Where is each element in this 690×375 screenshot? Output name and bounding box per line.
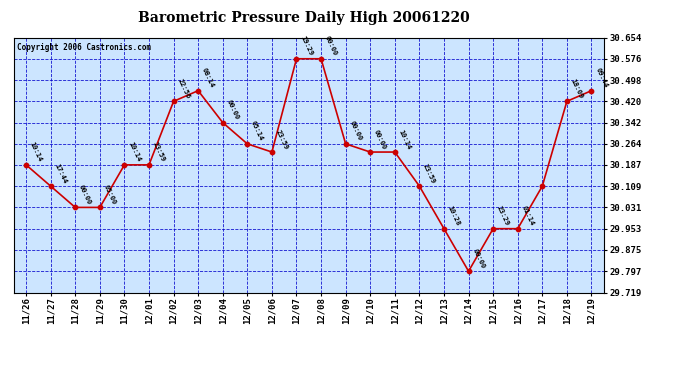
- Point: [70, 204, 81, 210]
- Text: 00:00: 00:00: [226, 99, 240, 121]
- Point: [266, 149, 277, 155]
- Text: 01:14: 01:14: [520, 205, 535, 227]
- Point: [45, 183, 56, 189]
- Point: [144, 162, 155, 168]
- Text: 18:09: 18:09: [570, 78, 584, 99]
- Point: [586, 88, 597, 94]
- Point: [438, 226, 449, 232]
- Text: 22:56: 22:56: [177, 78, 190, 99]
- Text: 23:59: 23:59: [152, 141, 166, 163]
- Text: Barometric Pressure Daily High 20061220: Barometric Pressure Daily High 20061220: [138, 11, 469, 25]
- Text: 05:00: 05:00: [103, 184, 117, 206]
- Point: [537, 183, 548, 189]
- Text: 23:29: 23:29: [496, 205, 511, 227]
- Text: 00:00: 00:00: [78, 184, 92, 206]
- Text: 00:00: 00:00: [324, 35, 338, 57]
- Text: 10:14: 10:14: [29, 141, 43, 163]
- Point: [21, 162, 32, 168]
- Point: [414, 183, 425, 189]
- Text: 23:59: 23:59: [422, 163, 437, 184]
- Text: 05:14: 05:14: [250, 120, 264, 142]
- Point: [488, 226, 499, 232]
- Text: 08:14: 08:14: [201, 67, 215, 89]
- Text: 10:28: 10:28: [446, 205, 461, 227]
- Point: [512, 226, 523, 232]
- Point: [217, 120, 228, 126]
- Text: 19:29: 19:29: [299, 35, 314, 57]
- Point: [168, 98, 179, 104]
- Text: 00:00: 00:00: [348, 120, 363, 142]
- Point: [315, 56, 326, 62]
- Point: [291, 56, 302, 62]
- Point: [389, 149, 400, 155]
- Text: 23:59: 23:59: [275, 129, 289, 150]
- Point: [119, 162, 130, 168]
- Point: [241, 141, 253, 147]
- Text: 17:44: 17:44: [53, 163, 68, 184]
- Text: 10:14: 10:14: [127, 141, 141, 163]
- Point: [463, 268, 474, 274]
- Point: [340, 141, 351, 147]
- Point: [562, 98, 573, 104]
- Text: 10:14: 10:14: [397, 129, 412, 150]
- Point: [193, 88, 204, 94]
- Text: 00:00: 00:00: [471, 248, 486, 270]
- Point: [365, 149, 376, 155]
- Text: 09:44: 09:44: [594, 67, 609, 89]
- Text: 00:00: 00:00: [373, 129, 387, 150]
- Point: [95, 204, 106, 210]
- Text: Copyright 2006 Castronics.com: Copyright 2006 Castronics.com: [17, 43, 151, 52]
